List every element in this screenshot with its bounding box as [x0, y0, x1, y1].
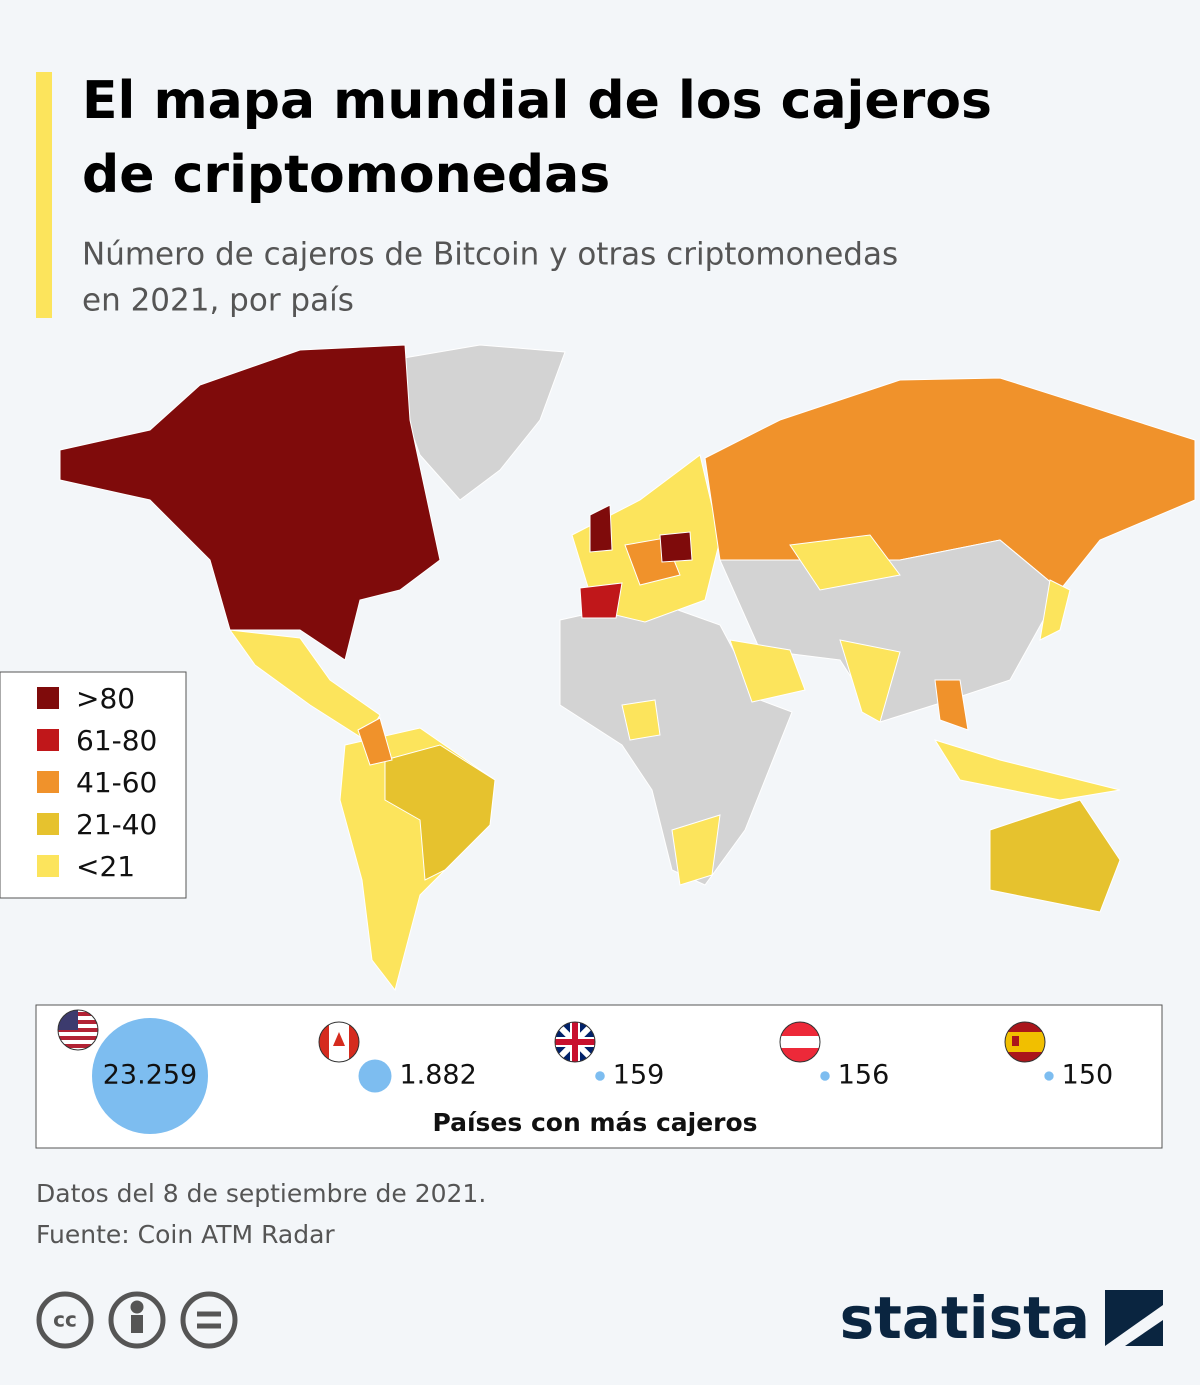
legend-swatch: [37, 855, 59, 877]
spain: [579, 582, 623, 619]
asia: [719, 539, 1061, 723]
subtitle: Número de cajeros de Bitcoin y otras cri…: [82, 237, 898, 273]
bubble-label: 23.259: [103, 1060, 197, 1091]
bubble-label: 156: [838, 1060, 890, 1091]
brand: statista: [840, 1284, 1090, 1352]
legend-swatch: [37, 729, 59, 751]
flag-ca: [318, 1021, 360, 1063]
world-map: [59, 344, 1196, 992]
legend-swatch: [37, 687, 59, 709]
accent-bar: [36, 72, 52, 318]
brand-logo: [1105, 1290, 1163, 1346]
legend-label: <21: [76, 850, 135, 883]
kazakhstan: [789, 534, 901, 591]
australia: [989, 799, 1121, 913]
legend: [0, 671, 187, 899]
bubble: [92, 1018, 208, 1134]
legend-swatch: [37, 813, 59, 835]
bubble-label: 1.882: [399, 1060, 476, 1091]
india: [839, 639, 901, 723]
bubble-label: 159: [613, 1060, 665, 1091]
bubble-label: 150: [1062, 1060, 1114, 1091]
japan: [1039, 579, 1071, 641]
poland: [659, 531, 693, 563]
legend-label: 41-60: [76, 766, 157, 799]
legend-items: >80 61-80 41-60 21-40 <21: [37, 682, 157, 883]
legend-label: 61-80: [76, 724, 157, 757]
uk: [589, 504, 613, 553]
legend-label: >80: [76, 682, 135, 715]
flag-uk: [554, 1021, 596, 1063]
bubble: [358, 1059, 392, 1093]
subtitle: en 2021, por país: [82, 283, 354, 319]
license-icons: cc: [36, 1291, 238, 1349]
indonesia: [933, 739, 1121, 801]
southeast-asia: [934, 679, 969, 731]
legend-swatch: [37, 771, 59, 793]
nigeria: [621, 699, 661, 741]
legend-label: 21-40: [76, 808, 157, 841]
svg-text:cc: cc: [53, 1308, 77, 1332]
bubble: [820, 1071, 830, 1081]
flag-at: [779, 1021, 821, 1063]
bubble: [1044, 1071, 1054, 1081]
north-america: [59, 344, 441, 661]
note: Datos del 8 de septiembre de 2021.: [36, 1179, 486, 1208]
panel-title: Países con más cajeros: [432, 1108, 757, 1137]
brazil: [384, 744, 496, 881]
colombia: [357, 717, 393, 766]
africa: [559, 599, 793, 886]
bubbles: 23.259 1.882 159 156 150: [92, 1018, 1113, 1134]
source: Fuente: Coin ATM Radar: [36, 1220, 335, 1249]
title: de criptomonedas: [82, 145, 610, 205]
flag-es: [1004, 1021, 1046, 1063]
bubble: [595, 1071, 605, 1081]
middle-east: [729, 639, 806, 703]
south-africa: [671, 814, 721, 886]
title: El mapa mundial de los cajeros: [82, 71, 992, 131]
flag-us: [57, 1009, 99, 1051]
